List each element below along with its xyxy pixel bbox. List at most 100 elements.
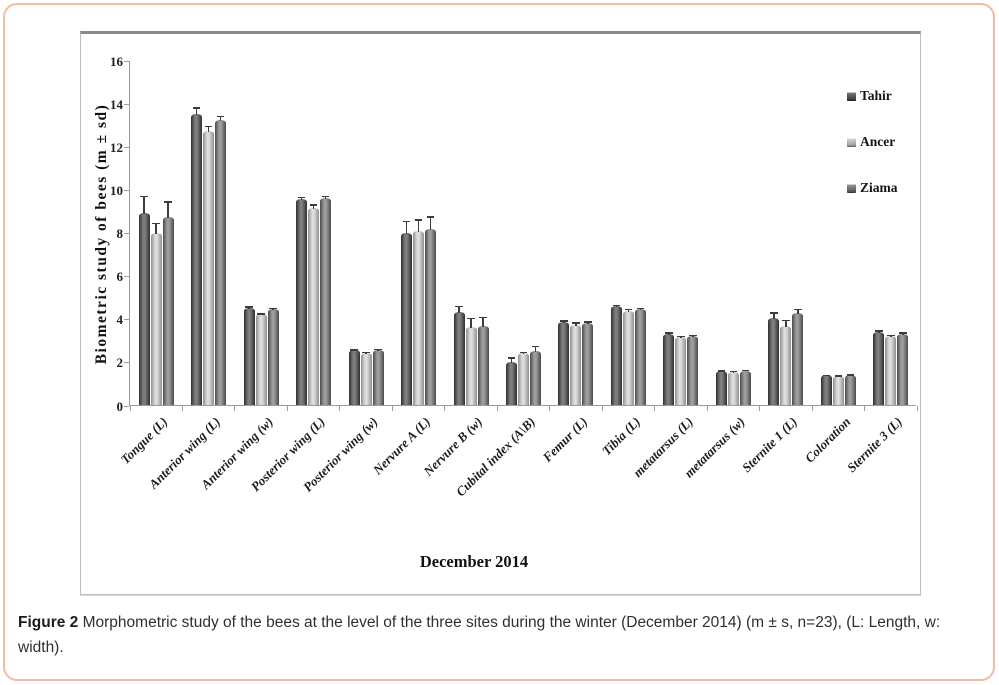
y-tick [124,189,129,191]
error-bar-cap [350,349,358,351]
bar [138,213,150,405]
bar [610,305,622,405]
y-tick-label: 2 [116,355,124,371]
bar [832,375,844,405]
error-bar [152,222,160,234]
y-tick [124,60,129,62]
error-bar [782,319,790,328]
x-tick [496,406,498,411]
x-tick [549,406,551,411]
error-bar-cap [402,220,411,223]
error-bar-cap [204,125,213,128]
x-tick [129,406,131,411]
chart-box: Biometric study of bees (m ± sd) Tongue … [80,31,921,595]
error-bar-cap [152,222,160,225]
bar [191,113,203,405]
bar [425,229,437,405]
bar [255,314,267,405]
error-bar-cap [572,322,580,324]
bar [715,370,727,405]
y-tick [124,319,129,321]
bar [885,336,897,405]
error-bar-cap [374,348,382,351]
error-bar [467,317,475,329]
legend-item: Ancer [847,134,895,150]
bar [360,353,372,405]
error-bar [257,313,265,316]
category-label: Sternite 3 (L) [844,414,906,476]
error-bar [665,332,673,335]
error-bar-cap [269,307,277,310]
category-label: Femur (L) [539,414,591,465]
error-bar-cap [665,332,673,334]
error-bar [204,125,213,133]
y-tick [124,103,129,105]
bar [582,323,594,405]
error-bar [584,321,592,325]
bar [477,326,489,405]
x-tick [654,406,656,411]
y-tick-label: 0 [116,398,124,414]
error-bar-cap [519,351,528,354]
error-bar [216,115,225,122]
x-tick [391,406,393,411]
error-bar-cap [455,305,463,308]
error-bar-cap [584,321,592,323]
x-tick [339,406,341,411]
bar [203,131,215,405]
error-bar-cap [507,357,516,359]
x-tick [181,406,183,411]
bar [622,311,634,405]
error-bar-cap [887,334,895,337]
error-bar [572,322,580,327]
figure-caption: Figure 2 Morphometric study of the bees … [18,611,976,661]
error-bar [297,196,306,201]
x-tick [601,406,603,411]
y-tick-label: 14 [110,96,123,112]
legend-marker-icon [847,137,856,147]
y-tick-label: 8 [116,226,124,241]
error-bar-cap [164,201,172,203]
error-bar-cap [875,330,883,332]
y-tick-label: 4 [116,312,124,328]
bar [413,231,425,405]
figure-caption-label: Figure 2 [18,614,79,631]
error-bar [269,307,277,311]
y-tick-label: 6 [116,269,124,285]
bar [320,198,332,405]
y-tick-label: 12 [110,139,123,155]
error-bar-cap [467,317,475,320]
bar [844,374,856,405]
bar [465,327,477,405]
legend-item: Tahir [847,88,892,104]
error-bar-cap [612,304,621,307]
x-tick [234,406,236,411]
figure-caption-text: Morphometric study of the bees at the le… [18,614,941,656]
error-bar [426,216,435,231]
error-bar [822,374,831,377]
bar [348,350,360,405]
category-label: Tibia (L) [598,414,644,459]
error-bar-cap [321,195,330,198]
bar [687,336,699,405]
bar [530,351,541,405]
error-bar-cap [297,196,306,199]
error-bar-cap [636,307,645,310]
bar [401,232,413,405]
bar [675,337,687,405]
error-bar-cap [426,216,435,218]
error-bar-cap [717,370,726,372]
legend-label: Ziama [860,180,898,195]
error-bar-cap [729,370,738,373]
legend-item: Ziama [847,180,898,196]
bar [296,199,308,405]
error-bar [612,304,621,307]
plot-area: Tongue (L) Anterior wing (L) Anterior wing… [118,60,918,499]
error-bar-cap [531,345,540,348]
error-bar [321,195,330,199]
bar [518,353,529,405]
error-bar-cap [677,335,685,338]
error-bar [519,351,528,355]
error-bar [677,335,685,339]
error-bar [729,370,738,373]
